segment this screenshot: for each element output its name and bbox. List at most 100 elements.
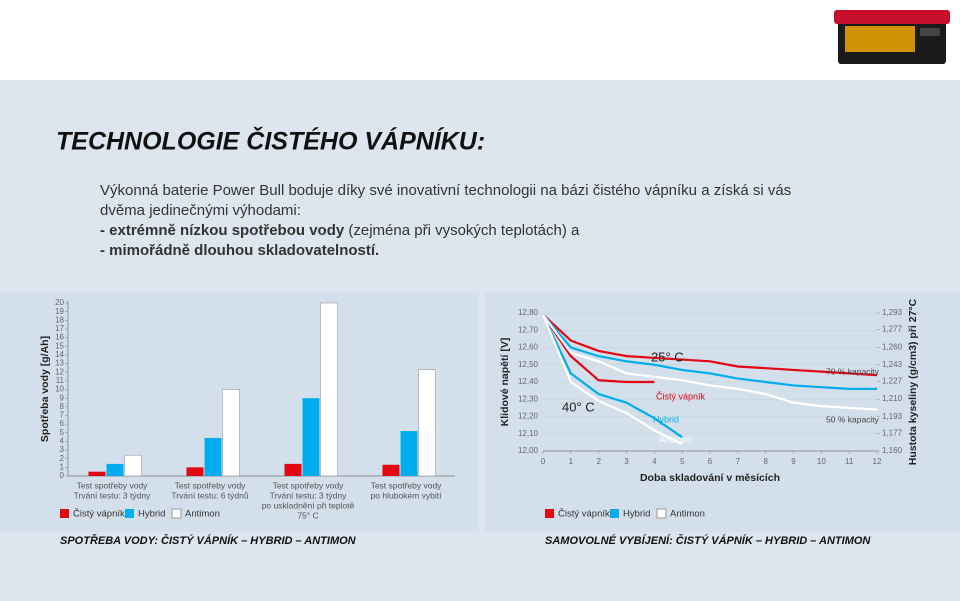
right-panel <box>485 292 960 532</box>
y2-tick-label: 1,193 <box>882 412 903 421</box>
bar <box>400 431 418 476</box>
annotation: Čistý vápník <box>656 391 706 401</box>
intro-segment: - extrémně nízkou spotřebou vody <box>100 222 345 239</box>
intro-line: dvěma jedinečnými výhodami: <box>100 202 301 219</box>
y-tick-label: 5 <box>60 428 65 437</box>
legend-swatch <box>60 509 69 518</box>
y-tick-label: 2 <box>60 454 65 463</box>
y-tick-label: 9 <box>60 393 65 402</box>
caption: SPOTŘEBA VODY: ČISTÝ VÁPNÍK – HYBRID – A… <box>60 534 357 547</box>
x-tick-label: 5 <box>680 457 685 466</box>
legend-label: Antimon <box>670 509 705 520</box>
y2-tick-label: 1,210 <box>882 394 903 403</box>
annotation: 25° C <box>651 349 684 364</box>
y-tick-label: 0 <box>60 471 65 480</box>
y-tick-label: 19 <box>55 307 64 316</box>
y-tick-label: 10 <box>55 385 64 394</box>
intro-line: - mimořádně dlouhou skladovatelností. <box>100 242 379 259</box>
intro-segment: Výkonná baterie Power Bull boduje díky s… <box>100 182 791 199</box>
annotation: Antimon <box>659 434 692 444</box>
series-line <box>541 314 683 446</box>
x-tick-label: 7 <box>736 457 741 466</box>
bar <box>186 467 204 476</box>
y-tick-label: 3 <box>60 445 65 454</box>
x-tick-label: 3 <box>624 457 629 466</box>
y-tick-label: 4 <box>60 437 65 446</box>
intro-line: - extrémně nízkou spotřebou vody (zejmén… <box>100 222 580 239</box>
bar <box>106 463 124 476</box>
y-tick-label: 8 <box>60 402 65 411</box>
y-tick-label: 7 <box>60 411 65 420</box>
y-tick-label: 12,70 <box>518 325 539 334</box>
y-tick-label: 11 <box>56 376 65 385</box>
y-tick-label: 12,60 <box>518 343 539 352</box>
y-tick-label: 12,80 <box>518 308 539 317</box>
intro: Výkonná baterie Power Bull boduje díky s… <box>100 182 791 259</box>
bar <box>418 369 436 477</box>
x-tick-label: Test spotřeby vody <box>371 480 443 490</box>
y-tick-label: 17 <box>55 324 64 333</box>
bar <box>284 463 302 476</box>
intro-segment: dvěma jedinečnými výhodami: <box>100 202 301 219</box>
x-tick-label: Trvání testu: 3 týdny <box>270 490 347 500</box>
y2-tick-label: 1,260 <box>882 342 903 351</box>
y-tick-label: 12,00 <box>518 446 539 455</box>
annotation: 50 % kapacity <box>826 414 880 424</box>
x-tick-label: Test spotřeby vody <box>175 480 247 490</box>
y2-tick-label: 1,177 <box>882 428 903 437</box>
x-tick-label: po hlubokém vybití <box>371 490 443 500</box>
x-tick-label: 9 <box>791 457 796 466</box>
x-tick-label: 10 <box>817 457 826 466</box>
series-line <box>542 314 683 439</box>
x-tick-label: Trvání testu: 6 týdnů <box>171 490 248 500</box>
y-tick-label: 12,50 <box>518 360 539 369</box>
bar <box>124 454 142 477</box>
x-tick-label: 6 <box>708 457 713 466</box>
y2-axis-label: Hustota kyseliny (g/cm3) při 27°C <box>907 298 919 465</box>
series-line <box>542 313 878 377</box>
intro-segment: (zejména při vysokých teplotách) a <box>344 222 580 239</box>
top-band <box>0 0 960 80</box>
x-tick-label: Test spotřeby vody <box>77 480 149 490</box>
y-tick-label: 1 <box>60 462 65 471</box>
legend-swatch <box>545 509 554 518</box>
x-tick-label: 4 <box>652 457 657 466</box>
caption: SAMOVOLNÉ VYBÍJENÍ: ČISTÝ VÁPNÍK – HYBRI… <box>545 534 871 547</box>
x-tick-label: 1 <box>569 457 574 466</box>
legend-label: Hybrid <box>138 509 165 520</box>
y-axis-label: Klidové napětí [V] <box>499 338 511 427</box>
x-tick-label: 0 <box>541 457 546 466</box>
x-axis-label: Doba skladování v měsících <box>640 472 780 484</box>
y-tick-label: 14 <box>55 350 64 359</box>
legend-label: Čistý vápník <box>73 509 125 520</box>
y2-tick-label: 1,277 <box>882 325 903 334</box>
annotation: 40° C <box>562 399 595 414</box>
x-tick-label: 11 <box>845 457 854 466</box>
y-tick-label: 18 <box>55 315 64 324</box>
series-line <box>542 314 877 390</box>
y-axis-label: Spotřeba vody [g/Ah] <box>39 336 51 442</box>
battery-image <box>834 10 950 64</box>
legend-label: Čistý vápník <box>558 509 610 520</box>
y-tick-label: 13 <box>55 359 64 368</box>
y-tick-label: 12 <box>55 367 64 376</box>
annotation: 70 % kapacity <box>826 366 880 376</box>
x-tick-label: po uskladnění při teplotě <box>262 500 355 510</box>
legend-swatch <box>656 508 667 519</box>
x-tick-label: 2 <box>596 457 601 466</box>
y2-tick-label: 1,293 <box>882 308 903 317</box>
y-tick-label: 6 <box>60 419 65 428</box>
intro-segment: - mimořádně dlouhou skladovatelností. <box>100 242 379 259</box>
bar <box>302 398 320 476</box>
x-tick-label: 12 <box>873 457 882 466</box>
y2-tick-label: 1,227 <box>882 377 903 386</box>
x-tick-label: Test spotřeby vody <box>273 480 345 490</box>
x-tick-label: 8 <box>763 457 768 466</box>
legend-swatch <box>171 508 182 519</box>
y-tick-label: 12,20 <box>518 412 539 421</box>
intro-line: Výkonná baterie Power Bull boduje díky s… <box>100 182 791 199</box>
bar <box>382 464 400 476</box>
y-tick-label: 15 <box>55 341 64 350</box>
y2-tick-label: 1,160 <box>882 446 903 455</box>
legend-label: Antimon <box>185 509 220 520</box>
